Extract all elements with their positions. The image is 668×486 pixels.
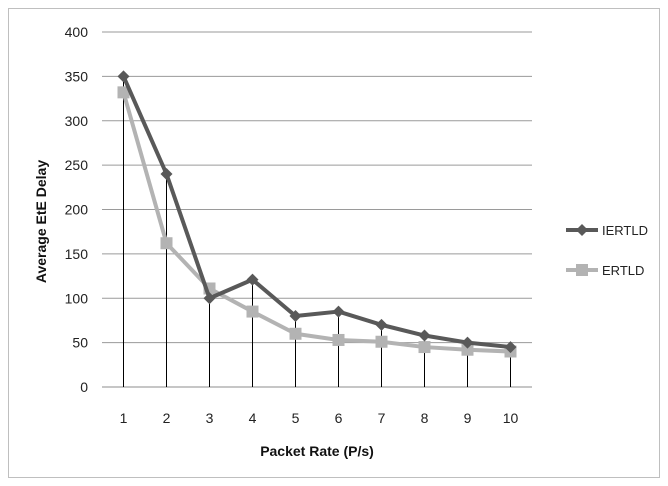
legend-label: IERTLD: [602, 223, 648, 238]
data-point-iertld: [332, 305, 345, 318]
x-tick-label: 9: [464, 410, 472, 426]
data-point-iertld: [203, 292, 216, 305]
x-axis-title: Packet Rate (P/s): [260, 443, 374, 459]
x-tick-label: 1: [120, 410, 128, 426]
data-point-ertld: [461, 343, 474, 356]
legend-item-ertld: ERTLD: [566, 263, 644, 278]
series-line-ertld: [121, 90, 513, 354]
data-point-ertld: [117, 86, 130, 99]
y-axis-title: Average EtE Delay: [33, 160, 49, 283]
x-tick-label: 3: [206, 410, 214, 426]
y-tick-label: 50: [72, 335, 88, 351]
data-point-iertld: [117, 70, 130, 83]
data-point-iertld: [246, 273, 259, 286]
y-axis-ticks: 0 50 100 150 200 250 300 350 400: [65, 24, 89, 395]
x-tick-label: 5: [292, 410, 300, 426]
data-point-iertld: [461, 336, 474, 349]
x-tick-label: 6: [335, 410, 343, 426]
legend-swatch-marker: [576, 224, 588, 236]
data-point-iertld: [160, 168, 173, 180]
gridlines: [102, 31, 532, 388]
series-group: [117, 70, 517, 358]
series-line-iertld: [121, 74, 513, 350]
chart-frame: [8, 8, 660, 478]
data-point-ertld: [418, 341, 431, 354]
y-tick-label: 350: [65, 68, 89, 84]
data-point-ertld: [375, 335, 388, 348]
data-point-ertld: [332, 333, 345, 346]
x-tick-label: 2: [163, 410, 171, 426]
y-tick-label: 100: [65, 290, 89, 306]
x-tick-label: 7: [378, 410, 386, 426]
legend-label: ERTLD: [602, 263, 644, 278]
data-point-ertld: [160, 237, 173, 250]
y-tick-label: 0: [80, 379, 88, 395]
x-tick-label: 8: [421, 410, 429, 426]
legend: IERTLD ERTLD: [566, 223, 648, 278]
data-point-ertld: [289, 327, 302, 340]
data-point-ertld: [246, 305, 259, 318]
legend-item-iertld: IERTLD: [566, 223, 648, 238]
x-tick-label: 10: [503, 410, 519, 426]
legend-swatch-marker: [576, 264, 588, 276]
data-point-iertld: [375, 318, 388, 331]
x-axis-ticks: 1 2 3 4 5 6 7 8 9 10: [120, 410, 519, 426]
data-point-iertld: [418, 329, 431, 342]
x-tick-label: 4: [249, 410, 257, 426]
y-tick-label: 150: [65, 246, 89, 262]
y-tick-label: 200: [65, 202, 89, 218]
y-tick-label: 400: [65, 24, 89, 40]
y-tick-label: 300: [65, 113, 89, 129]
data-point-iertld: [504, 341, 517, 354]
y-tick-label: 250: [65, 157, 89, 173]
data-point-iertld: [289, 310, 302, 322]
